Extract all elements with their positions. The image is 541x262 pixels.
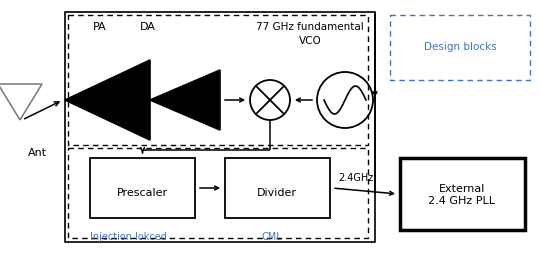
Bar bbox=[400, 158, 525, 230]
Text: Ant: Ant bbox=[28, 148, 47, 158]
Text: Prescaler: Prescaler bbox=[116, 188, 168, 198]
Text: Injection lokced: Injection lokced bbox=[90, 232, 167, 242]
Text: CML: CML bbox=[262, 232, 282, 242]
Bar bbox=[68, 15, 368, 145]
Bar bbox=[390, 15, 530, 80]
Text: Divider: Divider bbox=[257, 188, 297, 198]
Text: Design blocks: Design blocks bbox=[424, 42, 497, 52]
Bar bbox=[65, 12, 375, 242]
Text: 2.4GHz: 2.4GHz bbox=[338, 173, 373, 183]
Text: PA: PA bbox=[93, 22, 107, 32]
Bar bbox=[90, 158, 195, 218]
Text: 77 GHz fundamental: 77 GHz fundamental bbox=[256, 22, 364, 32]
Bar bbox=[225, 158, 330, 218]
Polygon shape bbox=[65, 60, 150, 140]
Text: VCO: VCO bbox=[299, 36, 321, 46]
Polygon shape bbox=[150, 70, 220, 130]
Text: External
2.4 GHz PLL: External 2.4 GHz PLL bbox=[428, 184, 496, 206]
Bar bbox=[68, 148, 368, 238]
Text: DA: DA bbox=[140, 22, 156, 32]
